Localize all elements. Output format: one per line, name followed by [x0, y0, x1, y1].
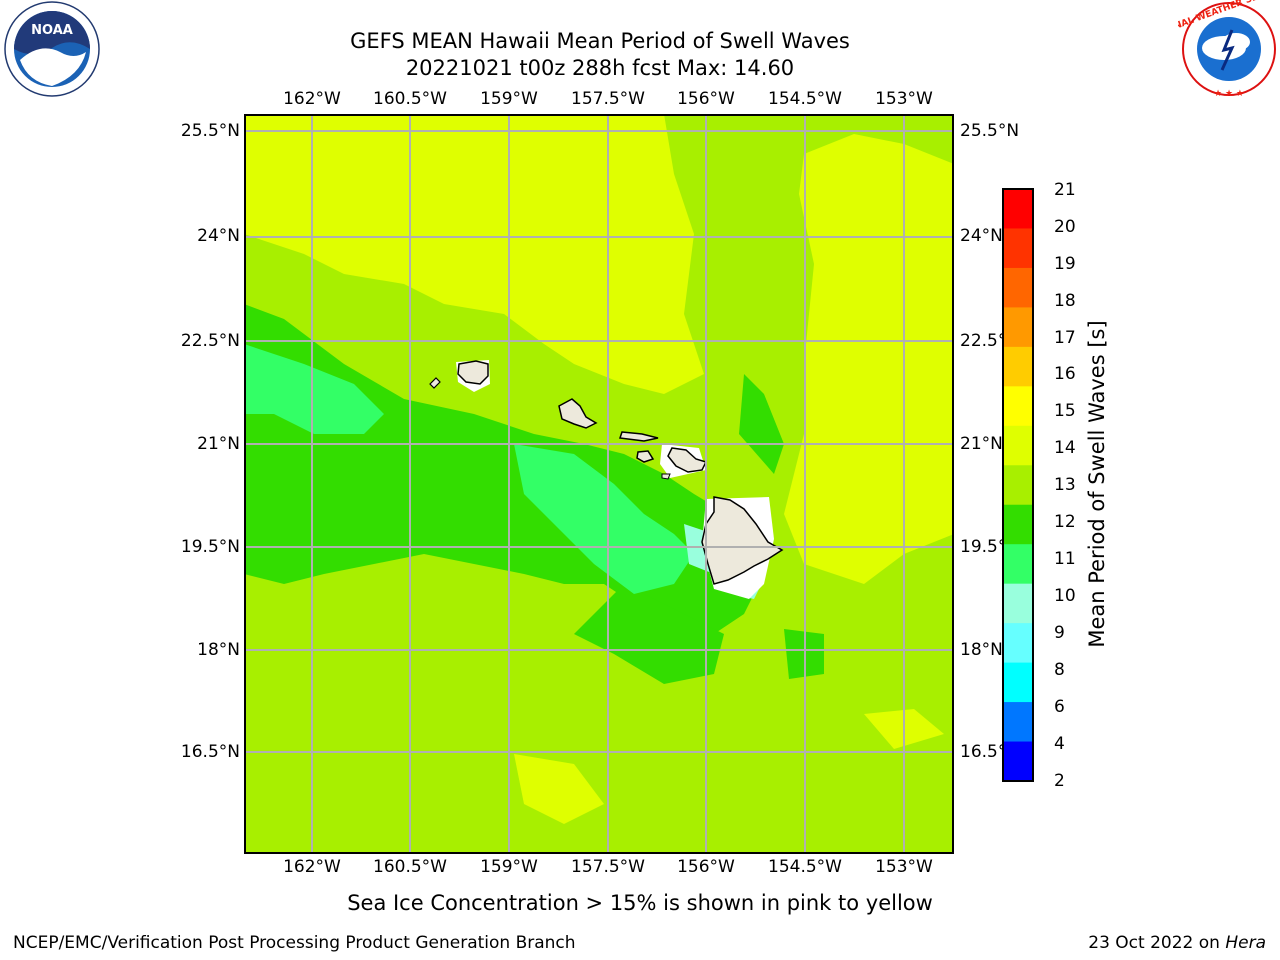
colorbar-tick: 17	[1054, 328, 1076, 348]
colorbar-tick: 15	[1054, 401, 1076, 421]
lat-label-right: 24°N	[960, 226, 1003, 246]
swell-contour-yellow	[244, 114, 704, 394]
colorbar-tick: 12	[1054, 512, 1076, 532]
footer-date: 23 Oct 2022 on Hera	[1088, 933, 1266, 953]
island-kauai	[457, 360, 489, 385]
lat-label-left: 16.5°N	[180, 742, 240, 762]
noaa-logo-text: NOAA	[31, 23, 73, 38]
colorbar-tick: 6	[1054, 697, 1065, 717]
colorbar-swatch	[1003, 267, 1033, 308]
lat-label-right: 22.5°	[960, 331, 1007, 351]
colorbar-swatch	[1003, 583, 1033, 624]
swell-contour-green	[739, 374, 784, 474]
colorbar-swatch	[1003, 504, 1033, 545]
island-niihau	[429, 377, 441, 389]
colorbar-tick: 8	[1054, 660, 1065, 680]
colorbar-swatch	[1003, 544, 1033, 585]
colorbar-swatch	[1003, 623, 1033, 664]
island-maui	[667, 447, 708, 473]
swell-contour-lightgreen	[244, 344, 384, 434]
lon-label-bottom: 154.5°W	[768, 857, 842, 877]
lat-label-left: 24°N	[197, 226, 240, 246]
map-plot	[244, 114, 954, 854]
chart-title-line2: 20221021 t00z 288h fcst Max: 14.60	[405, 56, 795, 80]
footer-date-text: 23 Oct 2022 on	[1088, 933, 1226, 953]
nws-logo: NATIONAL WEATHER SERVICE ★ ★ ★	[1144, 0, 1280, 100]
colorbar-swatch	[1003, 189, 1033, 229]
lat-label-left: 25.5°N	[180, 121, 240, 141]
island-lanai	[636, 450, 655, 463]
noaa-logo: NOAA	[0, 0, 104, 100]
colorbar-swatch	[1003, 741, 1033, 782]
lat-label-right: 18°N	[960, 640, 1003, 660]
lon-label-bottom: 153°W	[875, 857, 933, 877]
colorbar-label: Mean Period of Swell Waves [s]	[1085, 320, 1109, 648]
lon-label-bottom: 156°W	[677, 857, 735, 877]
colorbar-tick: 19	[1054, 254, 1076, 274]
swell-contour-yellow	[784, 134, 954, 584]
colorbar-swatch	[1003, 228, 1033, 269]
colorbar-tick: 21	[1054, 180, 1076, 200]
lat-label-left: 18°N	[197, 640, 240, 660]
colorbar-tick: 18	[1054, 291, 1076, 311]
lon-label-top: 162°W	[283, 89, 341, 109]
lat-label-right: 25.5°N	[960, 121, 1020, 141]
colorbar	[1002, 188, 1034, 782]
chart-title-line1: GEFS MEAN Hawaii Mean Period of Swell Wa…	[350, 29, 850, 53]
lat-label-right: 21°N	[960, 434, 1003, 454]
colorbar-swatch	[1003, 425, 1033, 466]
island-oahu	[558, 398, 598, 429]
sea-ice-note: Sea Ice Concentration > 15% is shown in …	[347, 891, 933, 915]
footer-host: Hera	[1225, 933, 1266, 953]
lat-label-left: 21°N	[197, 434, 240, 454]
colorbar-tick: 13	[1054, 475, 1076, 495]
colorbar-swatch	[1003, 307, 1033, 348]
lon-label-top: 160.5°W	[373, 89, 447, 109]
colorbar-tick: 10	[1054, 586, 1076, 606]
lon-label-bottom: 157.5°W	[571, 857, 645, 877]
lon-label-bottom: 159°W	[480, 857, 538, 877]
colorbar-swatch	[1003, 346, 1033, 387]
lon-label-top: 156°W	[677, 89, 735, 109]
lat-label-right: 19.5°	[960, 537, 1007, 557]
lon-label-bottom: 162°W	[283, 857, 341, 877]
colorbar-swatch	[1003, 702, 1033, 743]
lon-label-bottom: 160.5°W	[373, 857, 447, 877]
lon-label-top: 153°W	[875, 89, 933, 109]
lon-label-top: 154.5°W	[768, 89, 842, 109]
svg-text:★ ★ ★: ★ ★ ★	[1214, 89, 1244, 99]
lon-label-top: 157.5°W	[571, 89, 645, 109]
colorbar-tick: 20	[1054, 217, 1076, 237]
colorbar-swatch	[1003, 465, 1033, 506]
footer-branch: NCEP/EMC/Verification Post Processing Pr…	[13, 933, 576, 953]
map-frame	[244, 114, 954, 854]
colorbar-tick: 2	[1054, 771, 1065, 791]
lat-label-left: 19.5°N	[180, 537, 240, 557]
swell-contour-green	[574, 584, 724, 684]
graticule	[244, 114, 954, 854]
colorbar-tick: 14	[1054, 438, 1076, 458]
colorbar-swatch	[1003, 386, 1033, 427]
swell-contour-yellow	[514, 754, 604, 824]
colorbar-tick: 9	[1054, 623, 1065, 643]
island-hawaii	[701, 496, 784, 585]
colorbar-tick: 16	[1054, 364, 1076, 384]
swell-contour-lightgreen	[514, 444, 694, 594]
island-molokai	[618, 431, 659, 442]
colorbar-tick: 11	[1054, 549, 1076, 569]
colorbar-swatch	[1003, 662, 1033, 703]
lat-label-right: 16.5°	[960, 742, 1007, 762]
lat-label-left: 22.5°N	[180, 331, 240, 351]
lon-label-top: 159°W	[480, 89, 538, 109]
colorbar-tick: 4	[1054, 734, 1065, 754]
island-kahoolawe	[661, 473, 671, 480]
